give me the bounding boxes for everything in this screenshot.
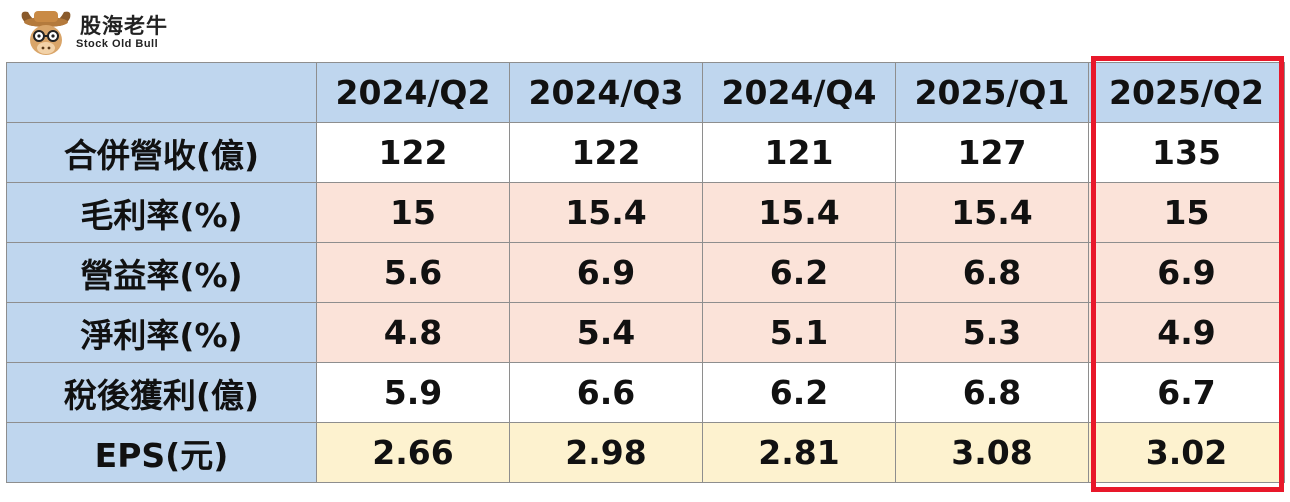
- table-cell: 4.8: [316, 302, 510, 363]
- table-row: 毛利率(%) 15 15.4 15.4 15.4 15: [6, 182, 1285, 243]
- table-cell: 5.3: [895, 302, 1089, 363]
- header-row: 2024/Q2 2024/Q3 2024/Q4 2025/Q1 2025/Q2: [6, 62, 1285, 123]
- column-header: 2024/Q2: [316, 62, 510, 123]
- row-label: 淨利率(%): [6, 302, 317, 363]
- table-cell: 135: [1088, 122, 1285, 183]
- row-label: 毛利率(%): [6, 182, 317, 243]
- table-cell: 6.9: [1088, 242, 1285, 303]
- table-row: 淨利率(%) 4.8 5.4 5.1 5.3 4.9: [6, 302, 1285, 363]
- table-cell: 5.4: [509, 302, 703, 363]
- logo: 股海老牛 Stock Old Bull: [10, 4, 210, 60]
- table-cell: 3.02: [1088, 422, 1285, 483]
- table-cell: 3.08: [895, 422, 1089, 483]
- table-cell: 6.2: [702, 242, 896, 303]
- header-corner-cell: [6, 62, 317, 123]
- table-row: 合併營收(億) 122 122 121 127 135: [6, 122, 1285, 183]
- row-label: 稅後獲利(億): [6, 362, 317, 423]
- column-header: 2024/Q3: [509, 62, 703, 123]
- table-cell: 5.9: [316, 362, 510, 423]
- table-cell: 122: [316, 122, 510, 183]
- row-label: 營益率(%): [6, 242, 317, 303]
- logo-title-cn: 股海老牛: [80, 14, 168, 38]
- table-cell: 127: [895, 122, 1089, 183]
- table-row: EPS(元) 2.66 2.98 2.81 3.08 3.02: [6, 422, 1285, 483]
- bull-icon: [21, 11, 71, 55]
- table-cell: 5.1: [702, 302, 896, 363]
- table-cell: 15.4: [895, 182, 1089, 243]
- table-cell: 5.6: [316, 242, 510, 303]
- table-row: 稅後獲利(億) 5.9 6.6 6.2 6.8 6.7: [6, 362, 1285, 423]
- column-header: 2025/Q1: [895, 62, 1089, 123]
- table-cell: 15.4: [509, 182, 703, 243]
- table-cell: 122: [509, 122, 703, 183]
- table-cell: 6.7: [1088, 362, 1285, 423]
- financial-table: 2024/Q2 2024/Q3 2024/Q4 2025/Q1 2025/Q2 …: [6, 62, 1285, 483]
- table-cell: 15: [316, 182, 510, 243]
- table-cell: 2.98: [509, 422, 703, 483]
- logo-title-en: Stock Old Bull: [76, 38, 159, 50]
- table-cell: 6.2: [702, 362, 896, 423]
- row-label: EPS(元): [6, 422, 317, 483]
- table-cell: 15.4: [702, 182, 896, 243]
- table-cell: 121: [702, 122, 896, 183]
- column-header: 2024/Q4: [702, 62, 896, 123]
- table-cell: 6.6: [509, 362, 703, 423]
- column-header: 2025/Q2: [1088, 62, 1285, 123]
- table-cell: 6.9: [509, 242, 703, 303]
- table-row: 營益率(%) 5.6 6.9 6.2 6.8 6.9: [6, 242, 1285, 303]
- table-cell: 2.66: [316, 422, 510, 483]
- row-label: 合併營收(億): [6, 122, 317, 183]
- table-cell: 2.81: [702, 422, 896, 483]
- table-cell: 6.8: [895, 242, 1089, 303]
- table-cell: 15: [1088, 182, 1285, 243]
- table-cell: 4.9: [1088, 302, 1285, 363]
- table-cell: 6.8: [895, 362, 1089, 423]
